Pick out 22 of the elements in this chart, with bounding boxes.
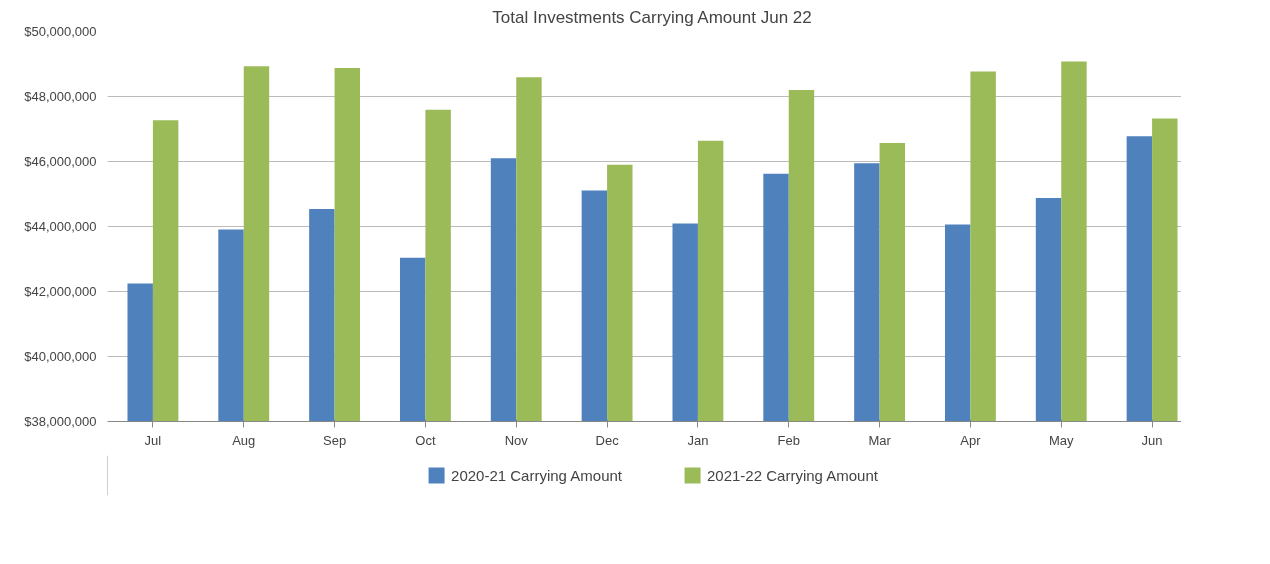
legend-label: 2021-22 Carrying Amount	[707, 466, 878, 484]
x-tick-label: Jul	[144, 432, 162, 448]
x-tick-label: Nov	[504, 432, 529, 448]
x-tick-label: Apr	[960, 432, 982, 448]
x-tick-label: Feb	[777, 432, 800, 448]
y-tick-label: $44,000,000	[24, 219, 97, 234]
y-tick-label: $40,000,000	[24, 349, 97, 364]
x-tick-label: Oct	[415, 432, 436, 448]
legend-label: 2020-21 Carrying Amount	[451, 466, 622, 484]
y-tick-label: $42,000,000	[24, 284, 97, 299]
x-tick-label: Aug	[232, 432, 256, 448]
y-tick-label: $48,000,000	[24, 89, 97, 104]
x-tick-label: Mar	[868, 432, 892, 448]
x-tick-label: Sep	[323, 432, 347, 448]
x-tick-label: Jun	[1141, 432, 1163, 448]
chart-title: Total Investments Carrying Amount Jun 22	[492, 7, 812, 27]
y-tick-label: $38,000,000	[24, 414, 97, 429]
y-tick-label: $46,000,000	[24, 154, 97, 169]
x-tick-label: Jan	[687, 432, 709, 448]
x-tick-label: Dec	[595, 432, 620, 448]
x-tick-label: May	[1048, 432, 1075, 448]
y-tick-label: $50,000,000	[24, 24, 97, 39]
